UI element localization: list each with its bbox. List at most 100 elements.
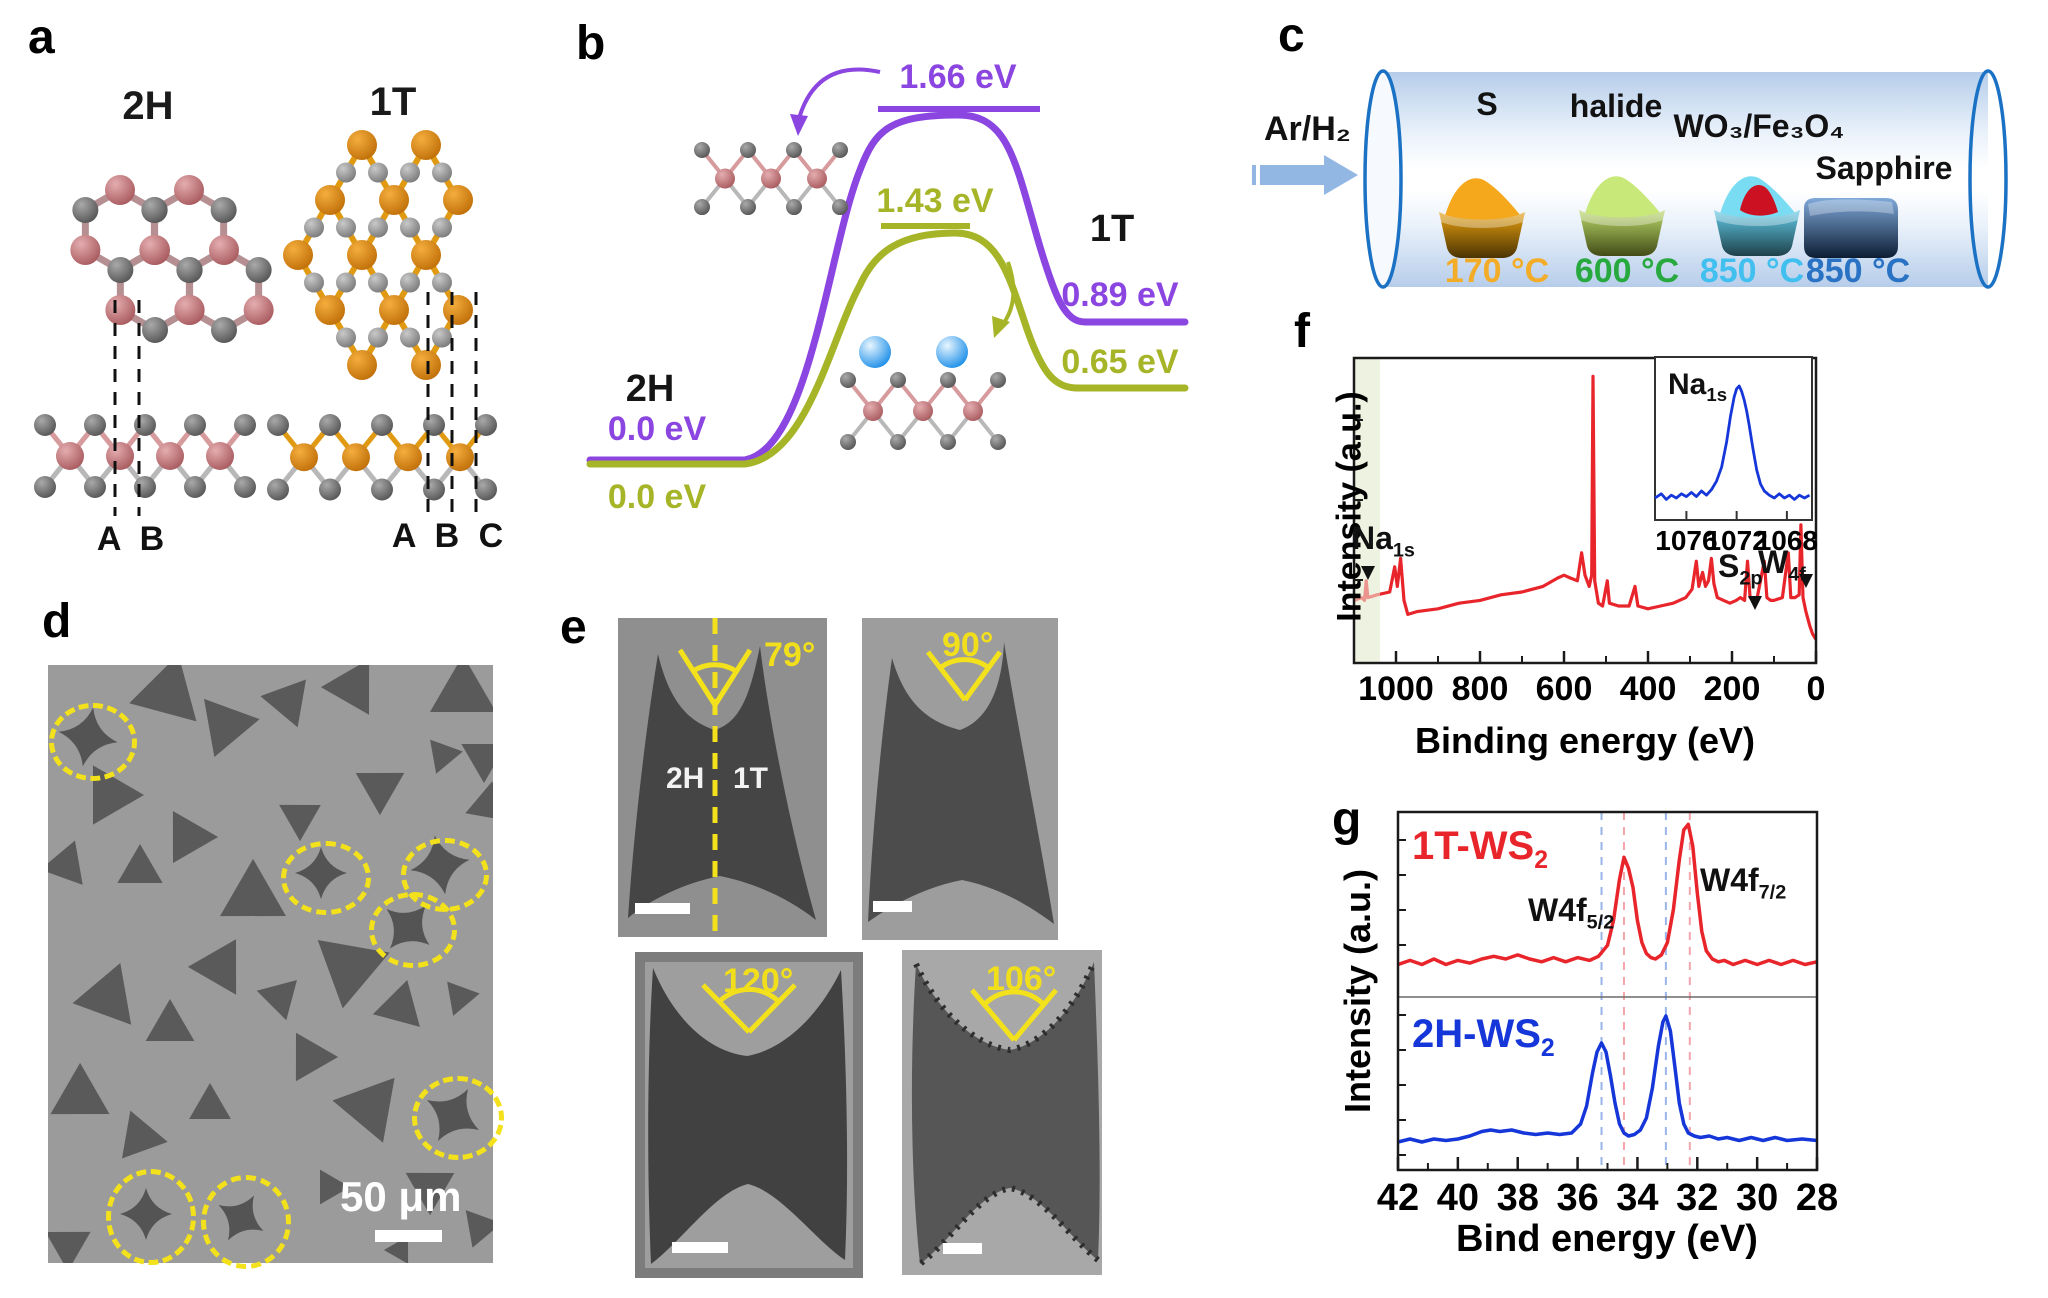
s-atom [694,142,710,158]
w-atom [174,295,205,325]
triangle-flake [145,999,195,1041]
s-atom [176,257,203,283]
w-atom [411,240,441,270]
w-atom [174,175,204,205]
source-wo3-fe3o4-label: WO₃/Fe₃O₄ [1673,108,1845,144]
triangle-flake [295,1032,339,1082]
s-atom [107,257,134,283]
s-atom [304,272,324,293]
g-x-tick-label: 40 [1437,1177,1479,1219]
crucible-boat [1439,178,1525,258]
triangle-flake [461,744,493,783]
s-atom [336,217,356,238]
w-atom [347,240,377,270]
curve-2h-ws2 [1397,1014,1818,1144]
w-atom [394,443,422,472]
triangle-flake [187,939,237,995]
highlight-dashed-circle [201,1175,291,1269]
barrier-purple-label: 1.66 eV [899,58,1017,96]
inset-x-tick-label: 1068 [1756,525,1818,556]
energy-curve-purple [586,111,1189,464]
angle-arms-79 [677,648,753,707]
triangle-flake [405,1172,455,1216]
flake-90-graphic [868,642,1054,924]
w-atom [139,235,170,265]
barrier-green-label: 1.43 eV [876,182,994,220]
cvd-furnace-graphic [1252,69,2008,289]
w-atom [156,442,184,470]
scale-bar [672,1242,728,1253]
s-atom [432,327,452,348]
angle-106-label: 106° [986,960,1057,998]
s-atom [400,217,420,238]
s-atom [184,414,206,436]
crucible-boat [1579,176,1665,256]
boat-lip [1439,212,1525,228]
substrate-sapphire-label: Sapphire [1815,150,1953,186]
start-energy-green-label: 0.0 eV [607,478,707,516]
sem-flake-106-image: 106° [902,950,1102,1275]
s-atom [84,414,106,436]
s-atom [267,414,289,436]
boat-body [1714,210,1800,256]
survey-spectrum-curve [1353,374,1818,641]
triangle-flake [93,765,144,825]
s-atom [990,434,1006,450]
panel-e-letter: e [560,601,587,654]
triangle-flake [129,665,197,722]
scale-bar [375,1230,442,1242]
s-atom [234,476,256,498]
crystal-structure-graphic [34,130,497,516]
arrow-to-2h-fragment [796,67,881,123]
inset-x-tick-label: 1076 [1655,525,1717,556]
w4f-marker [1799,574,1813,588]
inset-na1s-label: Na1s [1668,368,1728,405]
w-atom [411,350,441,380]
triangle-flake [256,980,297,1021]
powder-mound [1445,178,1521,224]
series-2h-ws2-label: 2H-WS2 [1412,1012,1555,1062]
angle-arms-106 [970,988,1058,1042]
highlight-dashed-circle [281,841,371,915]
state-2h-label: 2H [625,368,675,410]
triangle-flake [122,1110,168,1159]
triangle-flake [204,698,260,757]
s-atom [940,372,956,388]
structure-2h-sideview [34,414,256,498]
panel-a-letter: a [28,11,55,64]
inset-x-tick-label: 1072 [1705,525,1767,556]
s-atom [245,257,272,283]
arrowhead [790,114,808,136]
s-atom [72,197,99,223]
region-2h-label: 2H [666,762,705,795]
panel-d-letter: d [42,595,72,648]
slab-highlight [1808,199,1894,216]
s-atom [319,478,341,501]
g-x-tick-label: 36 [1556,1177,1598,1219]
energy-profile-graphic [586,67,1189,468]
triangle-flake [72,963,132,1025]
angle-arms-120 [701,983,797,1034]
start-energy-purple-label: 0.0 eV [607,410,707,448]
s-atom [34,414,56,436]
na1s-marker [1361,566,1375,580]
g-x-tick-label: 28 [1796,1177,1838,1219]
w-atom [761,168,781,189]
s-atom [432,272,452,293]
w4f-annotation: W4f [1758,544,1806,586]
triangle-flake [465,1210,493,1248]
boat-body [1579,210,1665,256]
tube-right-opening [1968,69,2008,289]
f-x-tick-label: 200 [1704,670,1761,708]
na-region-shading-overlay [1354,358,1380,663]
g-xlabel: Bind energy (eV) [1456,1218,1758,1260]
phase-1t-title: 1T [369,80,417,124]
wo3-fe3o4-powder [1740,184,1778,216]
scale-bar-label: 50 μm [340,1173,462,1220]
w-atom [379,185,409,215]
gas-flow-arrow [1260,165,1324,185]
w-atom [411,130,441,160]
w-atom [290,443,318,472]
panel-f-letter: f [1294,305,1310,358]
scale-bar [635,903,690,914]
